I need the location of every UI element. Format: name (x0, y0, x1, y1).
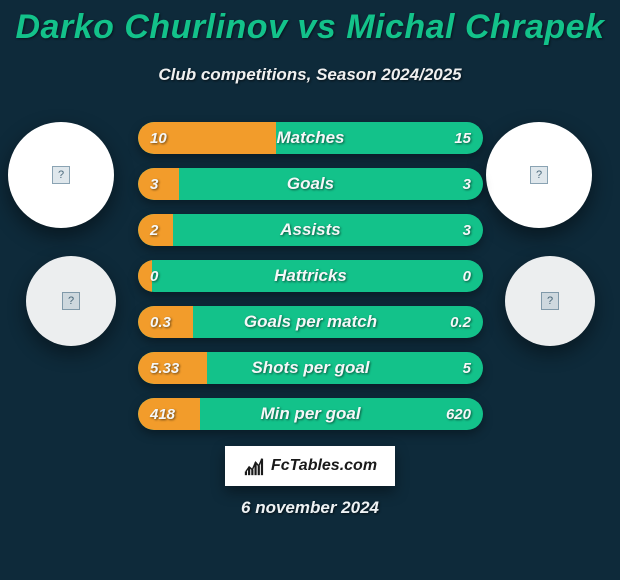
stat-right-value: 620 (446, 398, 471, 430)
stat-row: 0Hattricks0 (138, 260, 483, 292)
stat-row: 10Matches15 (138, 122, 483, 154)
stat-right-value: 15 (454, 122, 471, 154)
subtitle: Club competitions, Season 2024/2025 (0, 65, 620, 85)
brand-logo-box: FcTables.com (225, 446, 395, 486)
image-placeholder-icon: ? (541, 292, 559, 310)
image-placeholder-icon: ? (52, 166, 70, 184)
stat-label: Goals (138, 168, 483, 200)
club-left-avatar: ? (26, 256, 116, 346)
image-placeholder-icon: ? (62, 292, 80, 310)
stat-right-value: 3 (463, 214, 471, 246)
bar-chart-icon (243, 455, 265, 477)
stat-right-value: 5 (463, 352, 471, 384)
stat-label: Matches (138, 122, 483, 154)
stat-right-value: 0 (463, 260, 471, 292)
stat-right-value: 0.2 (450, 306, 471, 338)
stat-row: 418Min per goal620 (138, 398, 483, 430)
image-placeholder-icon: ? (530, 166, 548, 184)
stats-panel: 10Matches153Goals32Assists30Hattricks00.… (138, 122, 483, 444)
stat-row: 0.3Goals per match0.2 (138, 306, 483, 338)
stat-label: Min per goal (138, 398, 483, 430)
player-right-avatar: ? (486, 122, 592, 228)
club-right-avatar: ? (505, 256, 595, 346)
stat-label: Hattricks (138, 260, 483, 292)
stat-label: Shots per goal (138, 352, 483, 384)
date-label: 6 november 2024 (0, 498, 620, 518)
stat-right-value: 3 (463, 168, 471, 200)
brand-text: FcTables.com (271, 457, 377, 475)
stat-row: 2Assists3 (138, 214, 483, 246)
stat-label: Goals per match (138, 306, 483, 338)
page-title: Darko Churlinov vs Michal Chrapek (0, 0, 620, 47)
stat-row: 5.33Shots per goal5 (138, 352, 483, 384)
stat-row: 3Goals3 (138, 168, 483, 200)
stat-label: Assists (138, 214, 483, 246)
player-left-avatar: ? (8, 122, 114, 228)
